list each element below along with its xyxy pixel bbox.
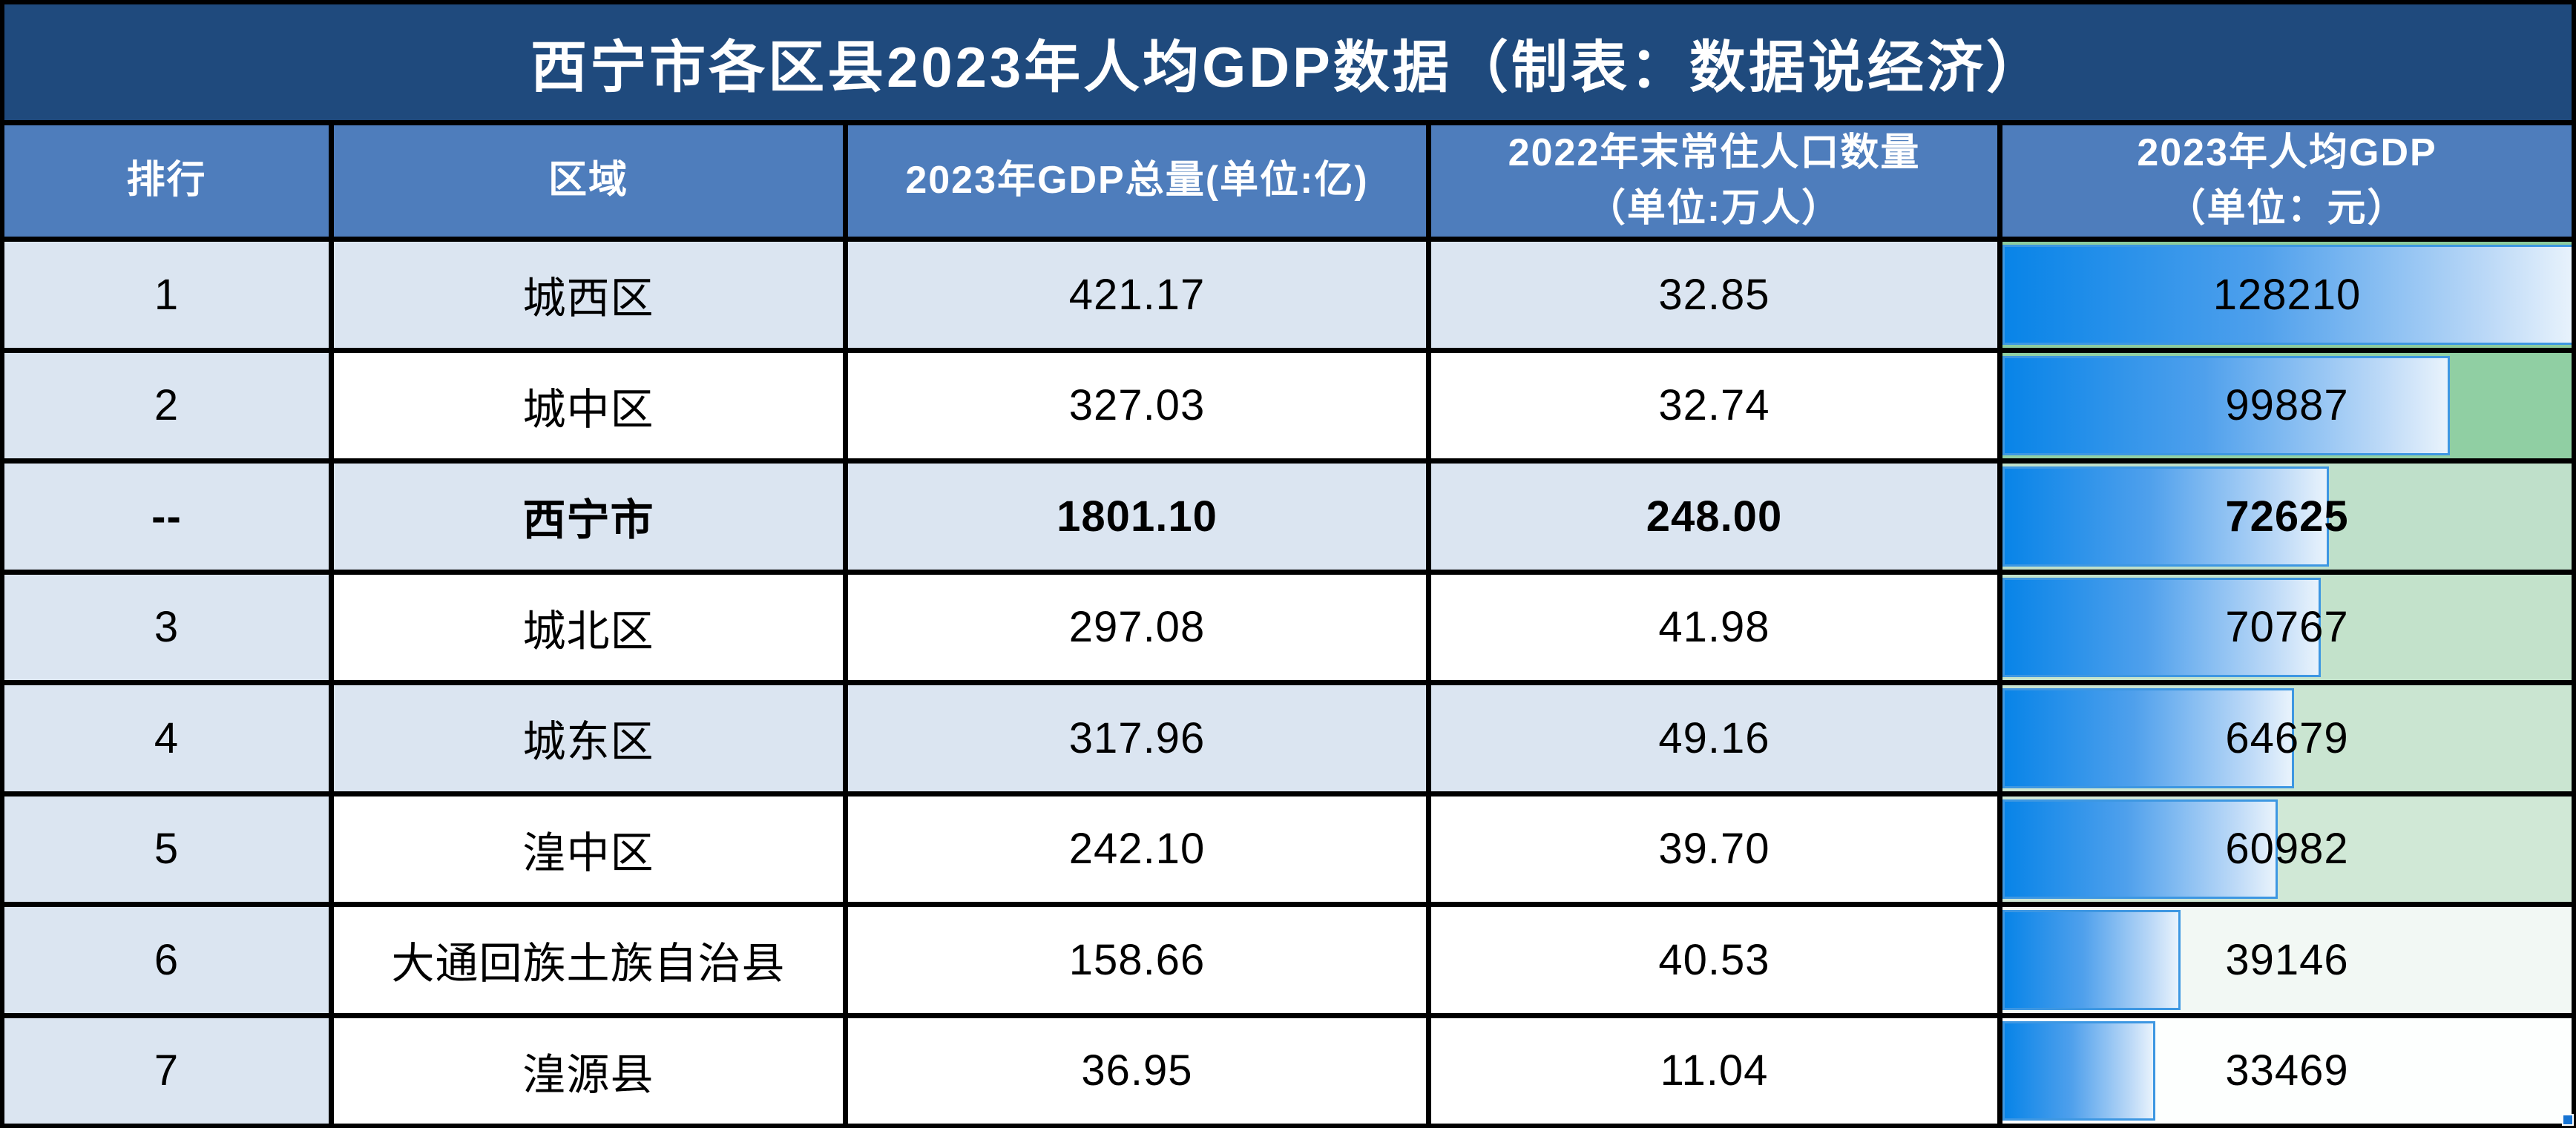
population-cell: 49.16 bbox=[1431, 685, 1997, 791]
per-capita-cell: 33469 bbox=[2002, 1017, 2572, 1124]
table-title: 西宁市各区县2023年人均GDP数据（制表：数据说经济） bbox=[4, 4, 2572, 120]
per-capita-cell: 72625 bbox=[2002, 464, 2572, 570]
rank-cell: 5 bbox=[4, 796, 329, 902]
per-capita-value: 70767 bbox=[2225, 603, 2349, 652]
rank-cell: 4 bbox=[4, 685, 329, 791]
per-capita-value: 99887 bbox=[2225, 381, 2349, 430]
per-capita-cell: 70767 bbox=[2002, 574, 2572, 680]
region-cell: 城中区 bbox=[334, 352, 843, 458]
gdp-cell: 317.96 bbox=[848, 685, 1426, 791]
per-capita-value: 39146 bbox=[2225, 935, 2349, 984]
gdp-cell: 327.03 bbox=[848, 352, 1426, 458]
column-header-population: 2022年末常住人口数量 （单位:万人） bbox=[1431, 125, 1997, 237]
region-cell: 湟源县 bbox=[334, 1017, 843, 1124]
per-capita-cell: 128210 bbox=[2002, 242, 2572, 348]
gdp-cell: 297.08 bbox=[848, 574, 1426, 680]
rank-cell: -- bbox=[4, 464, 329, 570]
rank-cell: 1 bbox=[4, 242, 329, 348]
per-capita-value: 64679 bbox=[2225, 713, 2349, 762]
column-header-per-capita: 2023年人均GDP （单位：元） bbox=[2002, 125, 2572, 237]
population-cell: 40.53 bbox=[1431, 907, 1997, 1013]
per-capita-data-bar bbox=[2002, 688, 2294, 788]
population-cell: 41.98 bbox=[1431, 574, 1997, 680]
selection-handle[interactable] bbox=[2562, 1114, 2574, 1126]
rank-cell: 2 bbox=[4, 352, 329, 458]
per-capita-cell: 99887 bbox=[2002, 352, 2572, 458]
population-cell: 39.70 bbox=[1431, 796, 1997, 902]
gdp-cell: 36.95 bbox=[848, 1017, 1426, 1124]
per-capita-data-bar bbox=[2002, 799, 2278, 899]
per-capita-value: 128210 bbox=[2212, 270, 2362, 319]
region-cell: 城北区 bbox=[334, 574, 843, 680]
per-capita-data-bar bbox=[2002, 910, 2181, 1010]
per-capita-cell: 64679 bbox=[2002, 685, 2572, 791]
per-capita-data-bar bbox=[2002, 466, 2330, 567]
rank-cell: 3 bbox=[4, 574, 329, 680]
column-header-gdp: 2023年GDP总量(单位:亿) bbox=[848, 125, 1426, 237]
population-cell: 248.00 bbox=[1431, 464, 1997, 570]
gdp-cell: 242.10 bbox=[848, 796, 1426, 902]
region-cell: 城东区 bbox=[334, 685, 843, 791]
per-capita-value: 33469 bbox=[2225, 1046, 2349, 1095]
column-header-region: 区域 bbox=[334, 125, 843, 237]
region-cell: 城西区 bbox=[334, 242, 843, 348]
gdp-cell: 158.66 bbox=[848, 907, 1426, 1013]
rank-cell: 6 bbox=[4, 907, 329, 1013]
gdp-cell: 1801.10 bbox=[848, 464, 1426, 570]
region-cell: 大通回族土族自治县 bbox=[334, 907, 843, 1013]
per-capita-data-bar bbox=[2002, 1020, 2156, 1121]
per-capita-value: 60982 bbox=[2225, 825, 2349, 874]
per-capita-value: 72625 bbox=[2225, 492, 2349, 541]
population-cell: 32.74 bbox=[1431, 352, 1997, 458]
per-capita-cell: 60982 bbox=[2002, 796, 2572, 902]
column-header-rank: 排行 bbox=[4, 125, 329, 237]
population-cell: 11.04 bbox=[1431, 1017, 1997, 1124]
population-cell: 32.85 bbox=[1431, 242, 1997, 348]
per-capita-data-bar bbox=[2002, 355, 2451, 455]
region-cell: 湟中区 bbox=[334, 796, 843, 902]
region-cell: 西宁市 bbox=[334, 464, 843, 570]
per-capita-cell: 39146 bbox=[2002, 907, 2572, 1013]
gdp-cell: 421.17 bbox=[848, 242, 1426, 348]
data-grid: 排行 区域 2023年GDP总量(单位:亿) 2022年末常住人口数量 （单位:万人）… bbox=[4, 125, 2572, 1124]
rank-cell: 7 bbox=[4, 1017, 329, 1124]
per-capita-data-bar bbox=[2002, 245, 2572, 345]
per-capita-data-bar bbox=[2002, 577, 2322, 677]
